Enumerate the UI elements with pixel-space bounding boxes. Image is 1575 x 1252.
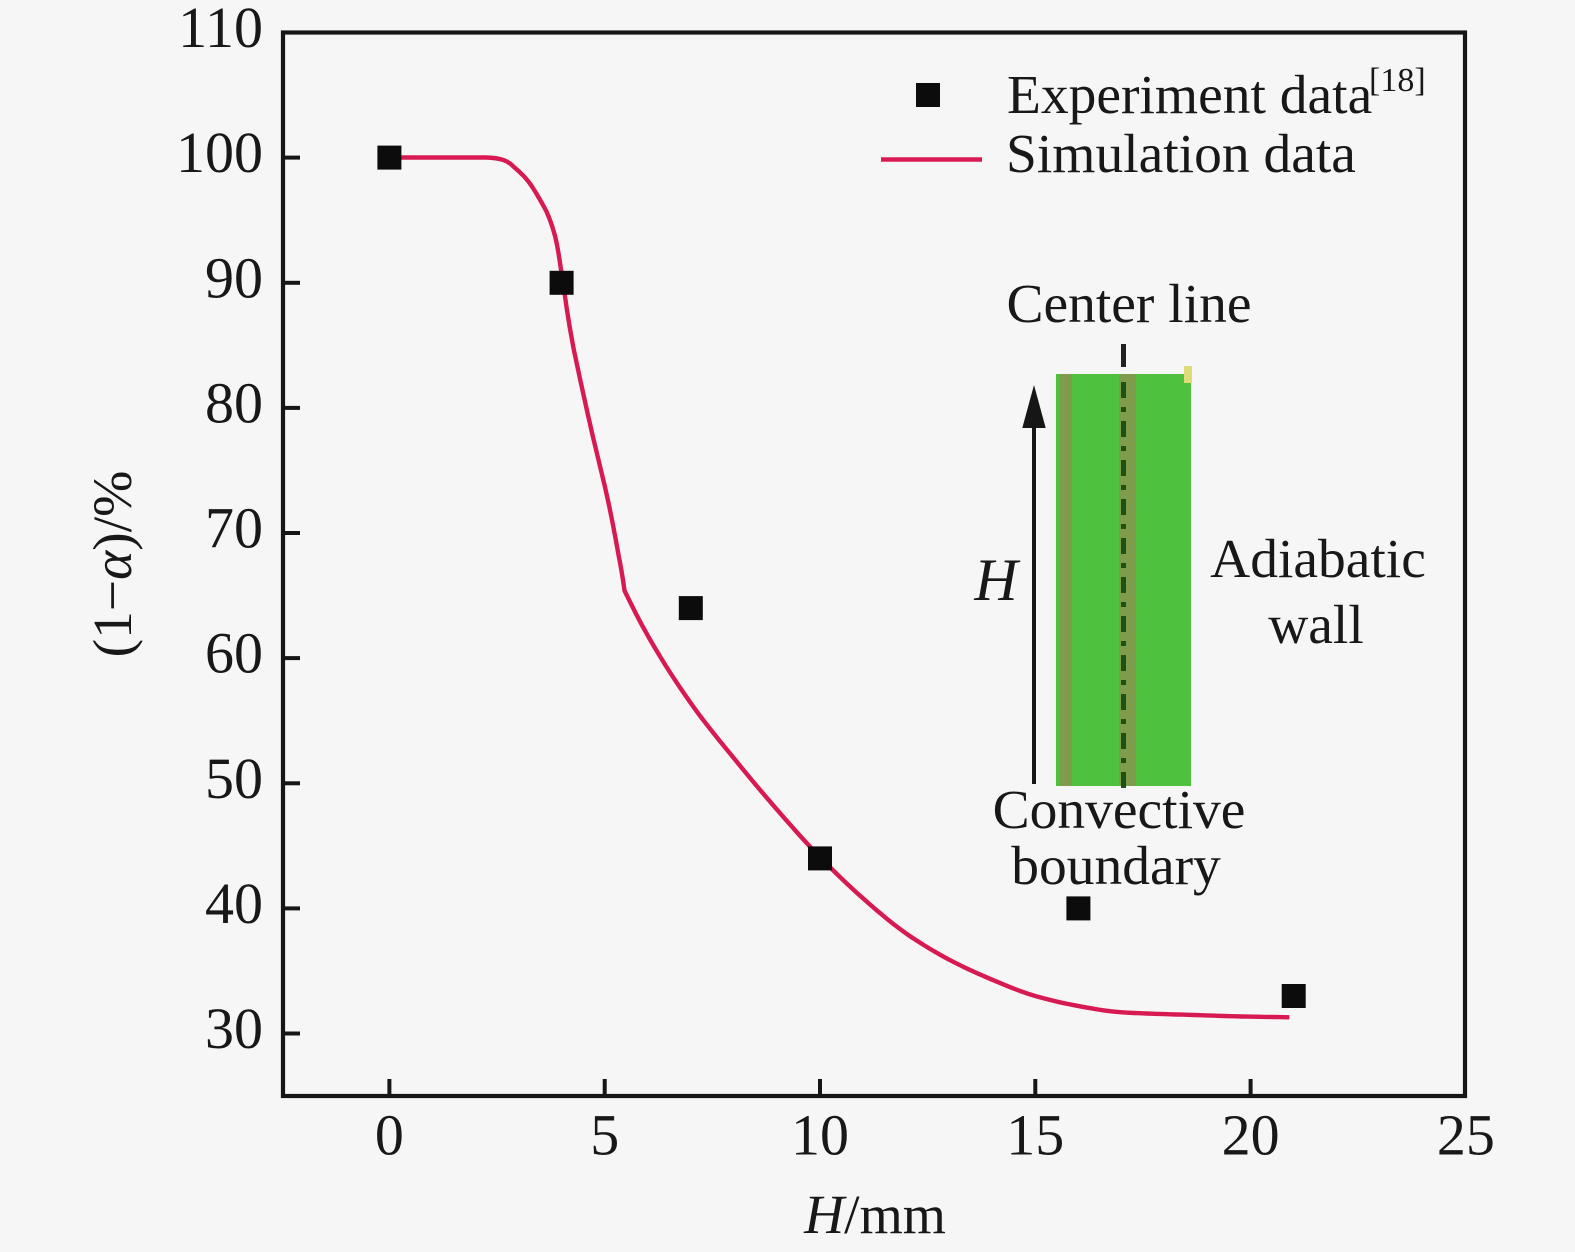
svg-text:70: 70: [205, 496, 263, 561]
svg-text:90: 90: [205, 245, 263, 310]
svg-text:Center line: Center line: [1006, 274, 1251, 335]
svg-text:Adiabatic: Adiabatic: [1210, 529, 1426, 590]
svg-text:30: 30: [205, 996, 263, 1061]
svg-text:(1−α)/%: (1−α)/%: [83, 471, 144, 658]
svg-text:15: 15: [1006, 1103, 1064, 1168]
svg-text:80: 80: [205, 370, 263, 435]
svg-text:110: 110: [178, 0, 263, 60]
svg-text:wall: wall: [1268, 595, 1364, 656]
svg-text:60: 60: [205, 621, 263, 686]
svg-text:100: 100: [176, 120, 263, 185]
svg-text:boundary: boundary: [1011, 836, 1221, 897]
svg-text:Convective: Convective: [993, 780, 1246, 841]
svg-text:H/mm: H/mm: [803, 1185, 946, 1246]
svg-text:25: 25: [1437, 1103, 1495, 1168]
svg-text:40: 40: [205, 871, 263, 936]
svg-text:5: 5: [590, 1103, 619, 1168]
svg-text:10: 10: [791, 1103, 849, 1168]
svg-text:[18]: [18]: [1369, 62, 1426, 99]
svg-text:Simulation data: Simulation data: [1006, 124, 1356, 185]
svg-text:0: 0: [375, 1103, 404, 1168]
svg-text:20: 20: [1222, 1103, 1280, 1168]
svg-text:H: H: [973, 547, 1021, 613]
svg-text:Experiment data: Experiment data: [1007, 65, 1372, 126]
svg-text:50: 50: [205, 746, 263, 811]
